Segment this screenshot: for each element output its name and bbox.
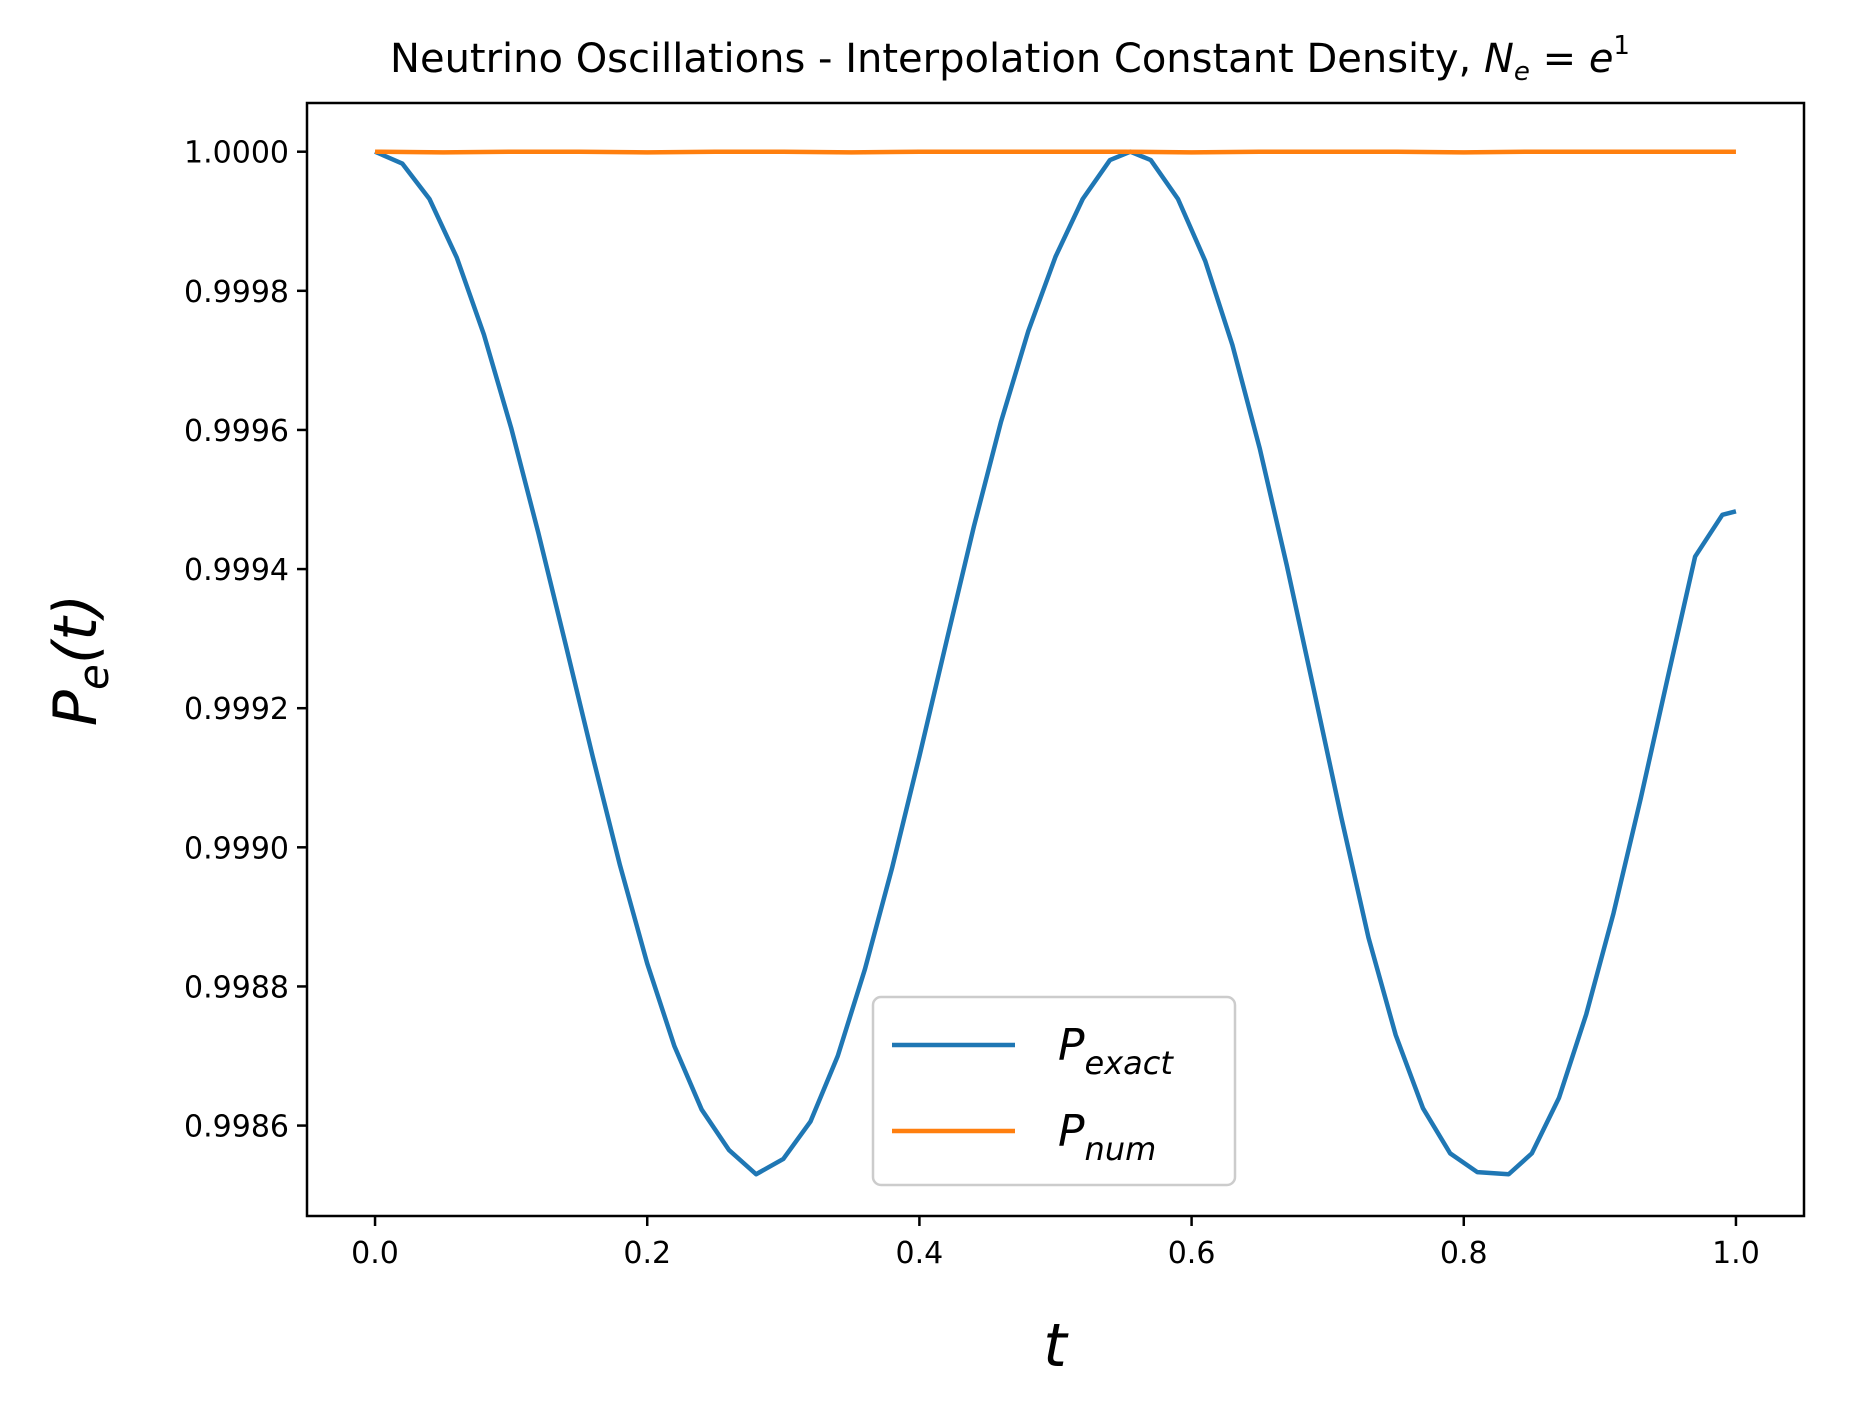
- chart-title-math-base: e: [1589, 36, 1614, 82]
- legend-label-exact-sub: exact: [1085, 1044, 1175, 1082]
- x-axis-label: t: [1043, 1311, 1069, 1381]
- y-tick-label: 0.9996: [184, 414, 289, 449]
- plot-area: [305, 101, 1806, 1218]
- series-layer: [374, 149, 1737, 1177]
- x-tick-label: 0.8: [1440, 1236, 1488, 1271]
- y-tick-label: 0.9998: [184, 275, 289, 310]
- legend: Pexact Pnum: [871, 995, 1237, 1187]
- y-tick-label: 0.9990: [184, 831, 289, 866]
- legend-label-num: Pnum: [1058, 1106, 1156, 1168]
- y-axis-label-sub: e: [69, 664, 118, 690]
- x-tick-label: 0.0: [351, 1236, 399, 1271]
- legend-label-num-base: P: [1058, 1106, 1085, 1157]
- legend-label-num-sub: num: [1085, 1130, 1157, 1168]
- x-tick-label: 1.0: [1712, 1236, 1760, 1271]
- legend-box: [871, 995, 1237, 1187]
- chart-title-prefix: Neutrino Oscillations - Interpolation Co…: [390, 36, 1484, 82]
- series-line-exact: [374, 149, 1737, 1177]
- y-axis-ticks: 0.9986 0.9988 0.9990 0.9992 0.9994 0.9996 0.99…: [184, 136, 307, 1145]
- legend-label-exact-base: P: [1058, 1020, 1085, 1071]
- y-axis-label-rest: (t): [41, 594, 111, 664]
- chart-title-math-sub: e: [1514, 57, 1530, 87]
- x-tick-label: 0.6: [1168, 1236, 1216, 1271]
- x-tick-label: 0.2: [623, 1236, 671, 1271]
- chart-title: Neutrino Oscillations - Interpolation Co…: [390, 31, 1630, 87]
- chart-title-math-eq: =: [1530, 36, 1589, 82]
- series-line-num: [375, 149, 1736, 155]
- x-tick-label: 0.4: [896, 1236, 944, 1271]
- legend-label-exact: Pexact: [1058, 1020, 1174, 1082]
- x-axis-ticks: 0.0 0.2 0.4 0.6 0.8 1.0: [351, 1216, 1760, 1271]
- y-tick-label: 1.0000: [184, 136, 289, 171]
- chart-title-math-sup: 1: [1613, 31, 1630, 61]
- y-axis-label: Pe(t): [41, 594, 118, 726]
- y-tick-label: 0.9992: [184, 692, 289, 727]
- plot-frame: [305, 101, 1806, 1218]
- y-tick-label: 0.9994: [184, 553, 289, 588]
- y-tick-label: 0.9986: [184, 1110, 289, 1145]
- y-axis-label-base: P: [41, 689, 111, 726]
- chart-title-math-var: N: [1484, 36, 1514, 82]
- y-tick-label: 0.9988: [184, 970, 289, 1005]
